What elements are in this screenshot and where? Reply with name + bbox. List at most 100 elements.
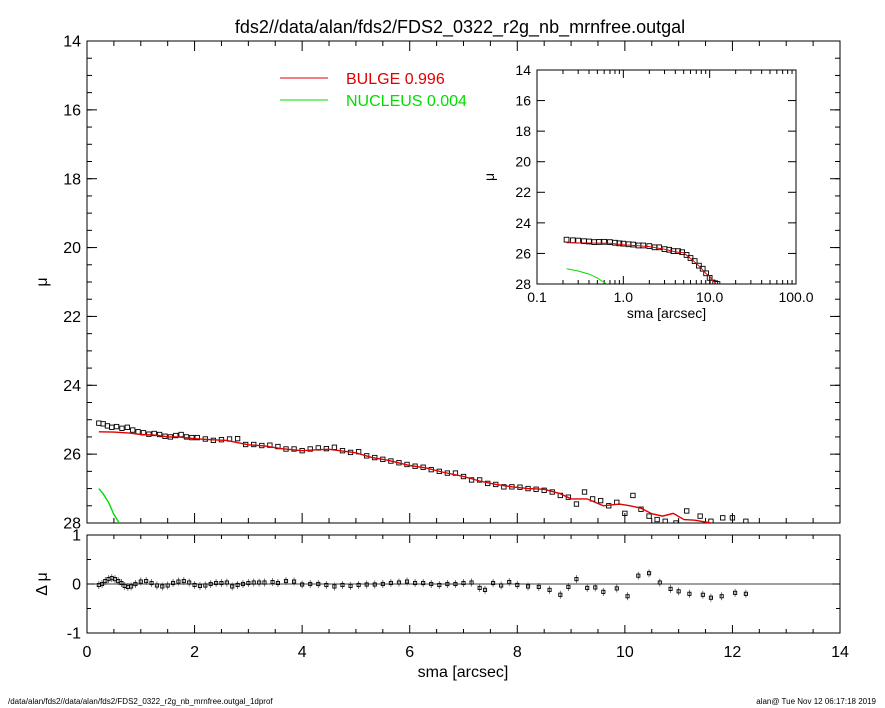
inset-point [575, 237, 582, 244]
residual-point [515, 582, 520, 588]
residual-point [525, 584, 531, 589]
residual-point [197, 583, 203, 589]
residual-point [429, 581, 434, 587]
residual-point [388, 580, 393, 586]
inset-ytick-label: 14 [515, 62, 531, 78]
residual-point [593, 585, 598, 590]
residual-point [708, 595, 713, 600]
residual-point [292, 579, 297, 584]
residual-point [133, 581, 138, 587]
inset-point [625, 241, 632, 248]
main-point [130, 427, 136, 433]
residual-point [230, 584, 235, 589]
main-point [729, 515, 736, 521]
residual-point [491, 580, 496, 586]
inset-ylabel: μ [481, 173, 497, 181]
inset-point [640, 242, 647, 249]
inset-ytick-label: 22 [515, 184, 531, 200]
main-point [234, 436, 241, 442]
main-point [673, 520, 679, 523]
main-point [156, 431, 163, 438]
main-point [173, 432, 179, 439]
inset-point [712, 280, 719, 284]
inset-xtick-label: 100.0 [778, 289, 813, 305]
main-point [697, 513, 703, 519]
residual-point [453, 581, 458, 587]
main-panel: 14 16 18 20 22 24 26 28 μ BULGE 0.996 NUCLEUS 0.00… [34, 34, 841, 533]
main-point [598, 497, 604, 504]
residual-point [657, 580, 662, 585]
main-point [501, 484, 507, 490]
inset-point [601, 238, 608, 245]
residual-point [192, 582, 197, 588]
main-point [307, 446, 313, 452]
inset-point [595, 239, 602, 245]
legend-label-1: NUCLEUS 0.004 [346, 93, 467, 110]
main-ytick-label: 18 [63, 171, 81, 188]
inset-point [675, 248, 681, 254]
main-point [104, 423, 111, 429]
inset-ytick-label: 28 [515, 276, 531, 292]
inset-nucleus-line [566, 268, 608, 284]
main-ytick-label: 22 [63, 309, 81, 326]
main-point [743, 518, 749, 523]
residual-point [235, 582, 240, 588]
main-point [646, 513, 652, 519]
footer-left: /data/alan/fds2//data/alan/fds2/FDS2_032… [8, 697, 273, 706]
main-point [622, 510, 628, 517]
residual-xtick-label: 14 [831, 644, 849, 661]
residual-point [275, 580, 280, 586]
residual-point [558, 592, 563, 597]
residual-point [477, 585, 482, 590]
residual-point [262, 580, 267, 585]
main-ylabel: μ [34, 277, 51, 286]
residual-point [324, 582, 329, 588]
main-point [113, 423, 120, 430]
residual-point [219, 580, 224, 586]
residual-point [176, 579, 181, 584]
residual-point [482, 587, 488, 592]
residual-ylabel: Δ μ [34, 572, 51, 595]
main-point [573, 501, 580, 507]
residual-point [380, 581, 385, 587]
residual-point [203, 583, 208, 588]
inset-xlabel: sma [arcsec] [627, 305, 706, 321]
main-point [630, 492, 636, 499]
inset-ytick-label: 18 [515, 123, 531, 139]
main-ytick-label: 24 [63, 378, 81, 395]
residual-point [647, 571, 652, 576]
main-plot-area [96, 420, 749, 523]
main-point [662, 518, 668, 523]
residual-point [585, 585, 590, 590]
main-frame [86, 40, 841, 524]
main-point [323, 445, 329, 452]
inset-point [699, 265, 706, 272]
residual-point [251, 580, 256, 585]
main-nucleus-line [98, 488, 120, 523]
residual-point [165, 583, 170, 588]
residual-point [437, 582, 442, 588]
residual-point [340, 582, 345, 588]
inset-xtick-label: 1.0 [614, 289, 634, 305]
main-point [708, 518, 714, 523]
residual-point [154, 583, 159, 588]
inset-point [656, 244, 663, 251]
inset-point [683, 252, 690, 258]
main-point [654, 516, 660, 523]
residual-point [687, 591, 692, 596]
main-point [720, 515, 726, 521]
residual-point [246, 580, 251, 586]
residual-point [129, 584, 134, 589]
residual-point [149, 580, 154, 586]
inset-point [569, 237, 576, 244]
residual-point [743, 591, 748, 596]
residual-xtick-label: 4 [298, 644, 307, 661]
inset-point [563, 236, 570, 243]
inset-panel: 14 16 18 20 22 24 26 280.1 1.0 10.0 100.0 sma [arcs… [481, 62, 814, 321]
residual-ytick-label: 1 [72, 528, 81, 545]
residual-point [214, 580, 219, 586]
residual-point [160, 584, 165, 589]
residual-point [547, 587, 552, 592]
